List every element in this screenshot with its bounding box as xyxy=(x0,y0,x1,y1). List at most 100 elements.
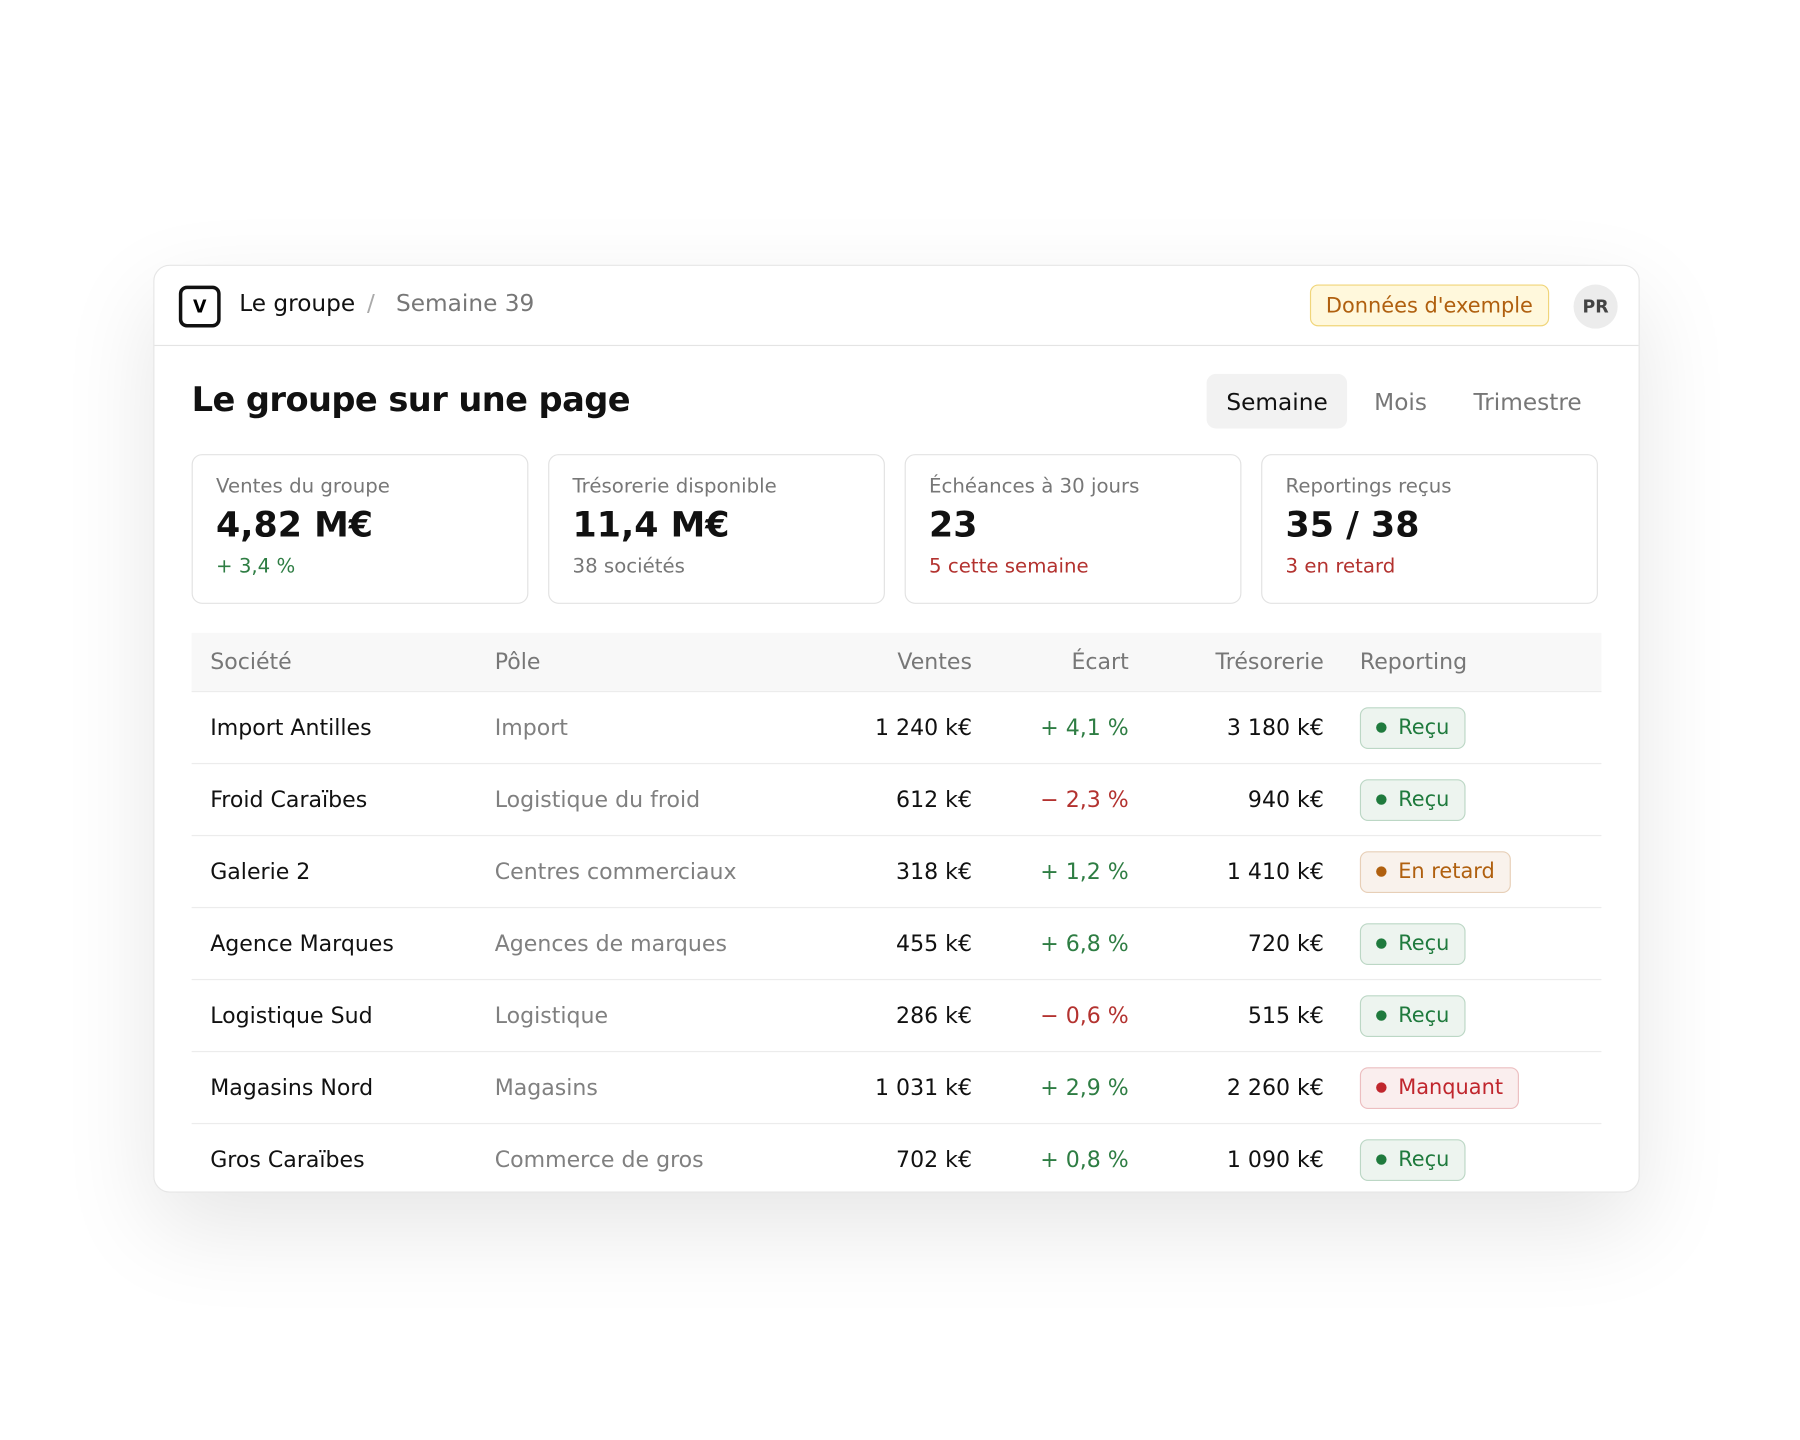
status-pill: Reçu xyxy=(1359,922,1466,965)
table-row[interactable]: Magasins Nord Magasins 1 031 k€ + 2,9 % 2 26… xyxy=(191,1052,1602,1125)
variance: + 4,1 % xyxy=(1040,714,1129,741)
sales: 286 k€ xyxy=(896,1002,972,1029)
kpi-label: Reportings reçus xyxy=(1285,474,1452,499)
division: Magasins xyxy=(494,1074,598,1101)
tab[interactable]: Semaine xyxy=(1206,373,1348,429)
dashboard-card: V Le groupe / Semaine 39 Données d'exemp… xyxy=(153,264,1640,1193)
table-row[interactable]: Agence Marques Agences de marques 455 k€ + … xyxy=(191,908,1602,981)
status-pill: Reçu xyxy=(1359,706,1466,749)
column-header[interactable]: Trésorerie xyxy=(1215,649,1324,675)
kpi-label: Trésorerie disponible xyxy=(572,474,777,499)
tab[interactable]: Mois xyxy=(1374,387,1427,416)
sample-badge: Données d'exemple xyxy=(1309,284,1550,327)
column-header[interactable]: Pôle xyxy=(494,649,541,675)
status-label: En retard xyxy=(1398,859,1495,884)
table-header: Société Pôle Ventes Écart Trésorerie Reportin… xyxy=(191,632,1602,693)
status-pill: Reçu xyxy=(1359,778,1466,821)
avatar[interactable]: PR xyxy=(1573,284,1618,329)
breadcrumb[interactable]: Semaine 39 xyxy=(395,289,535,318)
sales: 1 031 k€ xyxy=(874,1074,972,1101)
status-label: Reçu xyxy=(1398,715,1450,740)
status-dot xyxy=(1376,1010,1387,1021)
variance: + 0,8 % xyxy=(1040,1146,1129,1173)
company: Gros Caraïbes xyxy=(210,1146,365,1173)
period-tabs: Semaine Mois Trimestre xyxy=(1206,373,1602,429)
company: Import Antilles xyxy=(210,714,372,741)
kpi-note: + 3,4 % xyxy=(215,555,296,579)
status-dot xyxy=(1376,866,1387,877)
status-dot xyxy=(1376,1154,1387,1165)
table-row[interactable]: Gros Caraïbes Commerce de gros 702 k€ + 0,8… xyxy=(192,1124,1602,1191)
page-title: Le groupe sur une page xyxy=(191,379,631,420)
division: Commerce de gros xyxy=(494,1146,704,1173)
variance: + 2,9 % xyxy=(1040,1074,1129,1101)
column-header[interactable]: Reporting xyxy=(1359,649,1468,675)
kpi-value: 4,82 M€ xyxy=(215,505,374,546)
status-label: Manquant xyxy=(1398,1075,1504,1100)
division: Logistique xyxy=(494,1002,609,1029)
status-pill: En retard xyxy=(1359,850,1512,893)
kpi-value: 35 / 38 xyxy=(1285,505,1420,546)
sales: 702 k€ xyxy=(896,1146,972,1173)
company: Froid Caraïbes xyxy=(210,786,368,813)
kpi-value: 23 xyxy=(929,505,978,546)
kpi-card: Ventes du groupe 4,82 M€ + 3,4 % xyxy=(191,454,529,604)
sales: 318 k€ xyxy=(896,858,972,885)
status-label: Reçu xyxy=(1398,1003,1450,1028)
company: Logistique Sud xyxy=(210,1002,373,1029)
kpi-value: 11,4 M€ xyxy=(572,505,730,546)
breadcrumb[interactable]: Le groupe xyxy=(239,289,356,318)
companies-table: Société Pôle Ventes Écart Trésorerie Reportin… xyxy=(191,632,1602,1192)
division: Logistique du froid xyxy=(494,786,701,813)
variance: − 2,3 % xyxy=(1040,786,1129,813)
status-dot xyxy=(1376,1082,1387,1093)
kpi-label: Ventes du groupe xyxy=(215,474,390,499)
cash: 720 k€ xyxy=(1247,930,1324,957)
company: Magasins Nord xyxy=(210,1074,374,1101)
variance: + 1,2 % xyxy=(1040,858,1129,885)
table-row[interactable]: Logistique Sud Logistique 286 k€ − 0,6 % 515… xyxy=(191,980,1602,1053)
cash: 2 260 k€ xyxy=(1226,1074,1324,1101)
status-dot xyxy=(1376,794,1387,805)
cash: 1 090 k€ xyxy=(1226,1146,1324,1173)
separator: / xyxy=(366,289,375,318)
division: Import xyxy=(494,714,568,741)
division: Centres commerciaux xyxy=(494,858,737,885)
kpi-note: 3 en retard xyxy=(1285,555,1396,579)
table-row[interactable]: Froid Caraïbes Logistique du froid 612 k€ −… xyxy=(191,764,1602,837)
logo[interactable]: V xyxy=(178,285,221,328)
column-header[interactable]: Société xyxy=(210,649,292,675)
status-pill: Reçu xyxy=(1359,1138,1466,1181)
status-label: Reçu xyxy=(1398,1147,1450,1172)
cash: 940 k€ xyxy=(1247,786,1324,813)
company: Galerie 2 xyxy=(210,858,311,885)
status-pill: Reçu xyxy=(1359,994,1466,1037)
table-row[interactable]: Import Antilles Import 1 240 k€ + 4,1 % 3 18… xyxy=(191,692,1602,765)
cash: 515 k€ xyxy=(1247,1002,1324,1029)
kpi-card: Trésorerie disponible 11,4 M€ 38 sociétés xyxy=(548,454,885,604)
cash: 3 180 k€ xyxy=(1226,714,1324,741)
status-label: Reçu xyxy=(1398,931,1450,956)
sales: 612 k€ xyxy=(896,786,972,813)
variance: − 0,6 % xyxy=(1040,1002,1129,1029)
status-label: Reçu xyxy=(1398,787,1450,812)
status-dot xyxy=(1376,938,1387,949)
kpi-label: Échéances à 30 jours xyxy=(929,474,1140,499)
column-header[interactable]: Ventes xyxy=(897,649,972,675)
division: Agences de marques xyxy=(494,930,727,957)
status-pill: Manquant xyxy=(1359,1066,1520,1109)
top-bar: V Le groupe / Semaine 39 Données d'exemp… xyxy=(154,266,1639,347)
kpi-note: 38 sociétés xyxy=(572,555,685,579)
company: Agence Marques xyxy=(210,930,394,957)
sales: 455 k€ xyxy=(896,930,972,957)
tab[interactable]: Trimestre xyxy=(1473,387,1582,416)
variance: + 6,8 % xyxy=(1040,930,1129,957)
column-header[interactable]: Écart xyxy=(1071,649,1129,675)
sales: 1 240 k€ xyxy=(874,714,972,741)
kpi-card: Reportings reçus 35 / 38 3 en retard xyxy=(1261,454,1598,604)
table-row[interactable]: Galerie 2 Centres commerciaux 318 k€ + 1,2 … xyxy=(191,836,1602,909)
kpi-card: Échéances à 30 jours 23 5 cette semaine xyxy=(904,454,1242,604)
cash: 1 410 k€ xyxy=(1226,858,1324,885)
